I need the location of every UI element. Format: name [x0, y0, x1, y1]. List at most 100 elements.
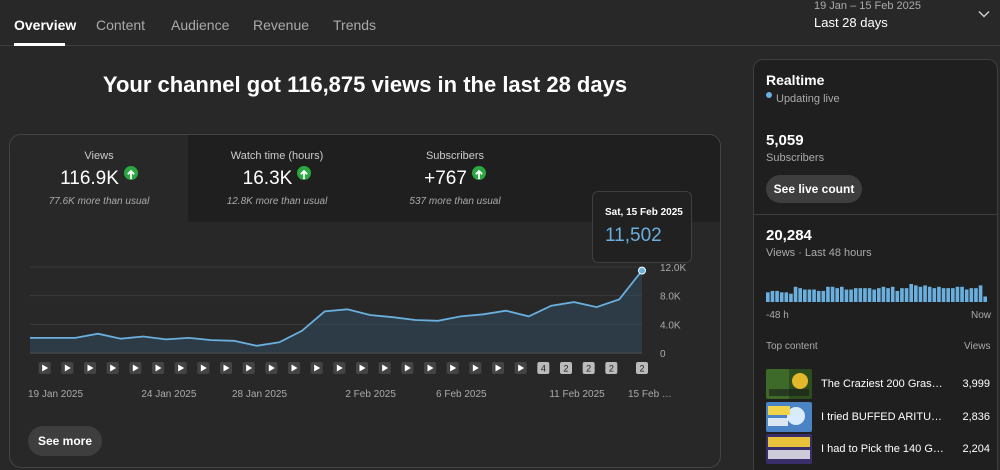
realtime-bar: [941, 288, 946, 302]
realtime-bar: [766, 292, 770, 302]
video-marker-play-icon: [106, 362, 119, 374]
realtime-views-bar-chart[interactable]: [766, 270, 988, 302]
see-live-count-button[interactable]: See live count: [766, 175, 862, 203]
metric-tab-subscribers[interactable]: Subscribers +767 537 more than usual: [366, 135, 544, 222]
tab-revenue[interactable]: Revenue: [253, 17, 310, 33]
x-tick-label: 2 Feb 2025: [345, 389, 396, 400]
realtime-status-text: Updating live: [776, 93, 840, 105]
tab-trends[interactable]: Trends: [333, 17, 377, 33]
top-content-item[interactable]: The Craziest 200 Grass Runes 3,999: [766, 369, 994, 401]
video-views: 2,836: [962, 411, 990, 423]
video-views: 3,999: [962, 378, 990, 390]
video-marker-play-icon: [333, 362, 346, 374]
realtime-bar: [900, 288, 904, 302]
realtime-views-value: 20,284: [766, 227, 812, 244]
metric-label: Subscribers: [425, 150, 485, 162]
realtime-bar: [784, 292, 789, 302]
tooltip-value: 11,502: [605, 225, 662, 246]
video-marker-play-icon: [265, 362, 278, 374]
views-line: [30, 270, 643, 347]
x-tick-label: 11 Feb 2025: [549, 389, 605, 400]
realtime-bar: [775, 290, 779, 302]
realtime-subscribers-label: Subscribers: [766, 152, 825, 164]
realtime-panel: Realtime Updating live 5,059 Subscribers…: [753, 59, 998, 470]
top-content-label: Top content: [766, 341, 818, 352]
realtime-axis-end: Now: [971, 310, 992, 321]
realtime-bar: [937, 286, 941, 302]
video-marker-play-icon: [242, 362, 255, 374]
video-marker-play-icon: [469, 362, 482, 374]
video-marker-count: 4: [537, 362, 550, 374]
chevron-down-icon: [978, 10, 990, 18]
video-marker-play-icon: [514, 362, 527, 374]
realtime-bar: [807, 289, 812, 302]
svg-text:2: 2: [639, 364, 644, 374]
realtime-bar: [867, 288, 872, 302]
realtime-bar: [858, 288, 863, 302]
y-tick-label: 8.0K: [660, 292, 681, 303]
realtime-bar: [840, 286, 844, 302]
realtime-bar: [844, 289, 849, 302]
video-thumbnail: [766, 369, 812, 399]
views-chart[interactable]: 0 4.0K 8.0K 12.0K 4 2 2 2 2 19 Jan 2025 24 Jan 202…: [10, 135, 721, 415]
tab-overview[interactable]: Overview: [14, 17, 77, 33]
tab-content[interactable]: Content: [96, 17, 146, 33]
date-range-selector[interactable]: 19 Jan – 15 Feb 2025 Last 28 days: [814, 0, 994, 40]
video-marker-play-icon: [492, 362, 504, 374]
video-marker-count: 2: [605, 362, 618, 374]
top-content-views-label: Views: [964, 341, 991, 352]
realtime-bar: [863, 288, 867, 302]
data-point: [638, 266, 646, 275]
video-marker-count: 2: [582, 362, 595, 374]
x-tick-label: 15 Feb …: [628, 389, 672, 400]
svg-text:2: 2: [586, 364, 591, 374]
video-thumbnail: [766, 434, 812, 464]
realtime-bar: [909, 284, 914, 302]
svg-text:2: 2: [563, 364, 568, 374]
video-marker-play-icon: [446, 362, 459, 374]
realtime-bar: [853, 288, 858, 302]
realtime-bar: [779, 292, 784, 302]
metric-label: Views: [84, 150, 114, 162]
video-marker-play-icon: [152, 362, 164, 374]
top-content-item[interactable]: I had to Pick the 140 GRASS 2,204: [766, 434, 994, 466]
realtime-bar: [983, 296, 988, 302]
realtime-bar: [821, 290, 826, 302]
video-marker-play-icon: [401, 362, 414, 374]
views-area: [30, 270, 642, 353]
video-marker-play-icon: [424, 362, 436, 374]
tab-audience[interactable]: Audience: [171, 17, 230, 33]
realtime-bar: [890, 286, 895, 302]
video-views: 2,204: [962, 443, 990, 455]
realtime-axis-start: -48 h: [766, 310, 789, 321]
tab-bar: Overview Content Audience Revenue Trends…: [0, 0, 1000, 46]
realtime-bar: [830, 286, 835, 302]
metric-value: +767: [366, 166, 544, 190]
realtime-bar: [914, 285, 918, 302]
realtime-bar: [895, 290, 900, 302]
metric-tab-watch-time[interactable]: Watch time (hours) 16.3K 12.8K more than…: [188, 135, 366, 222]
metric-value-text: 16.3K: [242, 168, 293, 189]
realtime-bar: [798, 288, 803, 302]
realtime-bar: [849, 289, 853, 302]
y-tick-label: 4.0K: [660, 320, 681, 331]
metric-value: 16.3K: [188, 166, 366, 190]
metric-comparison: 12.8K more than usual: [226, 196, 328, 207]
see-more-button[interactable]: See more: [28, 426, 102, 456]
metric-label: Watch time (hours): [230, 150, 324, 162]
metric-comparison: 537 more than usual: [409, 196, 501, 207]
video-marker-play-icon: [38, 362, 51, 374]
metric-tab-views[interactable]: Views 116.9K 77.6K more than usual: [10, 135, 188, 222]
video-title: The Craziest 200 Grass Runes: [821, 378, 946, 390]
realtime-bar: [816, 290, 821, 302]
arrow-up-icon: [471, 166, 486, 180]
metric-comparison: 77.6K more than usual: [48, 196, 150, 207]
video-marker-play-icon: [310, 362, 323, 374]
top-content-item[interactable]: I tried BUFFED ARITUCNO 2,836: [766, 402, 994, 434]
divider: [754, 214, 997, 215]
realtime-bar: [877, 288, 881, 302]
video-title: I tried BUFFED ARITUCNO: [821, 411, 946, 423]
y-tick-label: 12.0K: [660, 263, 686, 274]
realtime-bar: [770, 290, 775, 302]
x-tick-label: 6 Feb 2025: [436, 389, 487, 400]
